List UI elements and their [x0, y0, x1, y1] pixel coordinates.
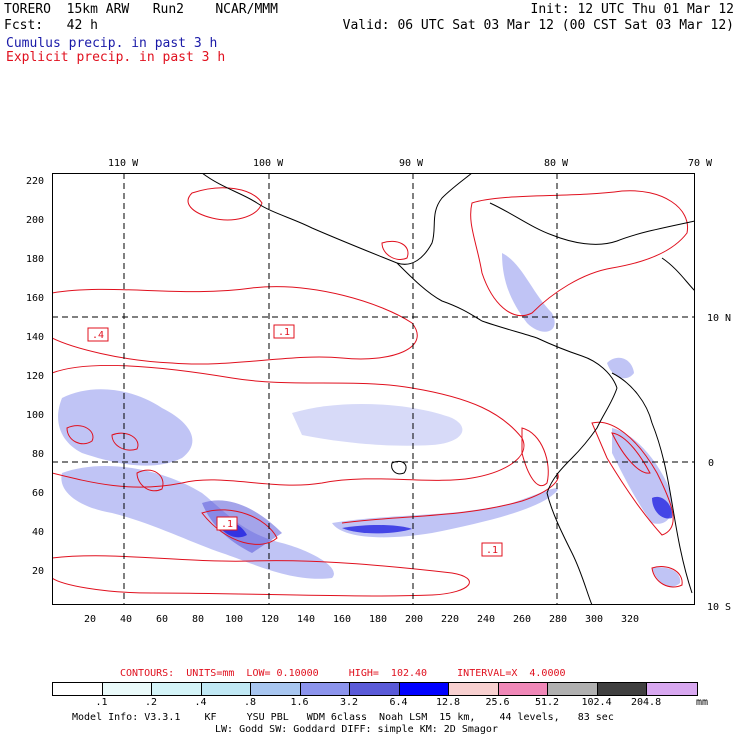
legend-color-box — [53, 683, 103, 695]
legend-color-box — [647, 683, 697, 695]
title-line: TORERO 15km ARW Run2 NCAR/MMM — [4, 2, 278, 17]
contour-label: .1 — [221, 519, 233, 530]
y-tick-label: 160 — [26, 293, 45, 304]
y-tick-label: 60 — [32, 488, 45, 499]
init-time: Init: 12 UTC Thu 01 Mar 12 — [530, 2, 735, 17]
legend-color-box — [548, 683, 598, 695]
legend-color-box — [449, 683, 499, 695]
contour-label: .4 — [92, 330, 104, 341]
legend-tick-label: 3.2 — [340, 697, 359, 708]
x-tick-label: 280 — [549, 614, 568, 625]
x-tick-label: 240 — [477, 614, 496, 625]
lat-label-10s: 10 S — [707, 602, 732, 613]
coastlines — [201, 173, 695, 605]
x-tick-label: 100 — [225, 614, 244, 625]
explicit-label: Explicit precip. in past 3 h — [6, 50, 226, 65]
forecast-hour: Fcst: 42 h — [4, 18, 98, 33]
lat-label-10n: 10 N — [707, 313, 732, 324]
x-tick-label: 180 — [369, 614, 388, 625]
contour-label: .1 — [278, 327, 290, 338]
lon-label-100w: 100 W — [253, 158, 284, 169]
legend-tick-label: .1 — [95, 697, 108, 708]
legend-tick-label: .8 — [244, 697, 257, 708]
lon-label-70w: 70 W — [688, 158, 713, 169]
lat-label-0: 0 — [708, 458, 715, 469]
legend-tick-label: 12.8 — [436, 697, 461, 708]
y-tick-label: 120 — [26, 371, 45, 382]
legend-tick-label: 6.4 — [389, 697, 408, 708]
legend-color-box — [102, 683, 152, 695]
y-tick-label: 140 — [26, 332, 45, 343]
x-tick-label: 120 — [261, 614, 280, 625]
cumulus-precip-shading — [58, 253, 681, 587]
legend-color-box — [399, 683, 449, 695]
legend-tick-label: .4 — [194, 697, 207, 708]
legend-color-box — [350, 683, 400, 695]
lon-label-90w: 90 W — [399, 158, 424, 169]
contour-label-box: .1 — [216, 516, 238, 531]
cumulus-label: Cumulus precip. in past 3 h — [6, 36, 218, 51]
y-tick-label: 20 — [32, 566, 45, 577]
contour-label-box: .1 — [481, 542, 503, 557]
explicit-precip-contours — [52, 187, 689, 597]
legend-tick-label: 51.2 — [535, 697, 560, 708]
y-tick-label: 200 — [26, 215, 45, 226]
contour-label-box: .4 — [87, 327, 109, 342]
lat-lon-grid — [52, 173, 695, 605]
legend-tick-label: 1.6 — [290, 697, 309, 708]
legend-unit: mm — [696, 697, 709, 708]
legend-color-box — [498, 683, 548, 695]
lon-label-80w: 80 W — [544, 158, 569, 169]
x-tick-label: 260 — [513, 614, 532, 625]
x-tick-label: 200 — [405, 614, 424, 625]
legend-color-box — [251, 683, 301, 695]
precip-map: .4 .1 .1 .1 — [52, 173, 695, 605]
map-frame — [52, 173, 695, 605]
y-tick-label: 100 — [26, 410, 45, 421]
valid-time: Valid: 06 UTC Sat 03 Mar 12 (00 CST Sat … — [342, 18, 734, 33]
contour-label-box: .1 — [273, 324, 295, 339]
y-tick-label: 40 — [32, 527, 45, 538]
legend-color-box — [152, 683, 202, 695]
x-tick-label: 320 — [621, 614, 640, 625]
x-tick-label: 60 — [156, 614, 169, 625]
x-tick-label: 80 — [192, 614, 205, 625]
legend-color-box — [597, 683, 647, 695]
x-tick-label: 220 — [441, 614, 460, 625]
x-tick-label: 20 — [84, 614, 97, 625]
contour-label: .1 — [486, 545, 498, 556]
x-tick-label: 140 — [297, 614, 316, 625]
x-tick-label: 160 — [333, 614, 352, 625]
legend-color-box — [300, 683, 350, 695]
color-legend — [52, 682, 698, 696]
map-background — [52, 173, 695, 605]
legend-color-box — [201, 683, 251, 695]
contours-info: CONTOURS: UNITS=mm LOW= 0.10000 HIGH= 10… — [120, 668, 566, 679]
legend-tick-label: .2 — [145, 697, 158, 708]
y-tick-label: 180 — [26, 254, 45, 265]
legend-tick-label: 102.4 — [581, 697, 612, 708]
y-tick-label: 220 — [26, 176, 45, 187]
model-info: Model Info: V3.3.1 KF YSU PBL WDM 6class… — [72, 712, 614, 723]
x-tick-label: 300 — [585, 614, 604, 625]
legend-tick-label: 204.8 — [631, 697, 662, 708]
legend-tick-label: 25.6 — [485, 697, 510, 708]
x-tick-label: 40 — [120, 614, 133, 625]
y-tick-label: 80 — [32, 449, 45, 460]
lon-label-110w: 110 W — [108, 158, 139, 169]
physics-info: LW: Godd SW: Goddard DIFF: simple KM: 2D… — [215, 724, 498, 735]
